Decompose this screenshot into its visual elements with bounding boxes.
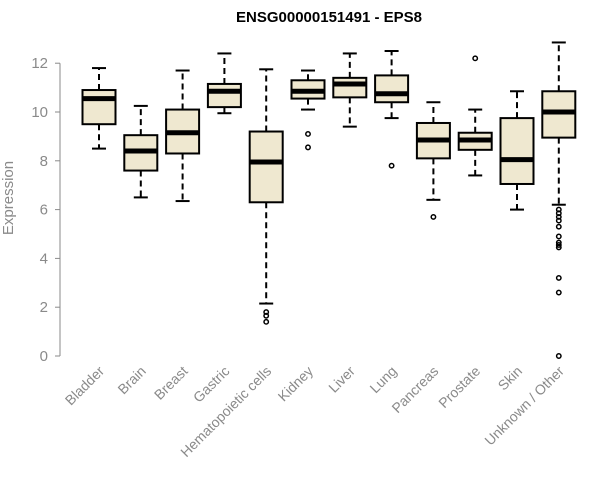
box-group <box>81 67 117 150</box>
x-tick-label: Brain <box>114 363 148 397</box>
box-group <box>541 41 577 359</box>
box-group <box>165 69 201 203</box>
y-tick-label: 2 <box>40 299 48 316</box>
box-group <box>499 90 535 211</box>
y-tick-label: 12 <box>31 55 48 72</box>
box-iqr <box>206 82 242 109</box>
chart-title: ENSG00000151491 - EPS8 <box>236 9 422 26</box>
y-tick-label: 10 <box>31 104 48 121</box>
y-tick-label: 8 <box>40 153 48 170</box>
box-group <box>123 104 159 199</box>
outlier-point <box>555 289 562 296</box>
outlier-point <box>305 144 311 151</box>
x-tick-label: Bladder <box>62 363 108 409</box>
outlier-point <box>555 244 562 251</box>
outlier-point <box>555 217 562 224</box>
plot-area <box>81 41 577 359</box>
y-tick-label: 0 <box>40 348 48 365</box>
x-tick-label: Skin <box>495 363 526 394</box>
outlier-point <box>430 213 437 220</box>
box-group <box>206 52 242 115</box>
x-tick-label: Liver <box>325 363 358 396</box>
box-group <box>290 69 326 151</box>
outlier-point <box>388 162 395 169</box>
box-group <box>457 55 493 177</box>
y-axis-label: Expression <box>0 161 17 235</box>
y-tick-label: 6 <box>40 202 48 219</box>
x-tick-label: Prostate <box>435 363 483 411</box>
box-group <box>415 101 451 220</box>
box-iqr <box>248 130 284 204</box>
box-group <box>374 50 410 169</box>
x-tick-label: Lung <box>366 363 399 396</box>
outlier-point <box>555 233 562 240</box>
outlier-point <box>263 312 270 319</box>
outlier-point <box>555 274 562 281</box>
box-iqr <box>332 76 368 99</box>
outlier-point <box>305 131 311 137</box>
outlier-point <box>555 353 562 359</box>
box-iqr <box>499 117 535 185</box>
x-tick-label: Breast <box>151 363 191 403</box>
box-group <box>248 68 284 325</box>
y-axis: 0 2 4 6 8 10 12 <box>31 55 61 365</box>
outlier-point <box>472 55 479 62</box>
box-iqr <box>81 89 117 126</box>
x-tick-label: Kidney <box>275 363 317 405</box>
box-iqr <box>374 74 410 104</box>
box-group <box>332 52 368 128</box>
outlier-point <box>263 318 270 325</box>
x-tick-label: Unknown / Other <box>481 363 567 449</box>
outlier-point <box>555 242 562 248</box>
y-tick-label: 4 <box>40 250 48 267</box>
outlier-point <box>555 223 562 230</box>
